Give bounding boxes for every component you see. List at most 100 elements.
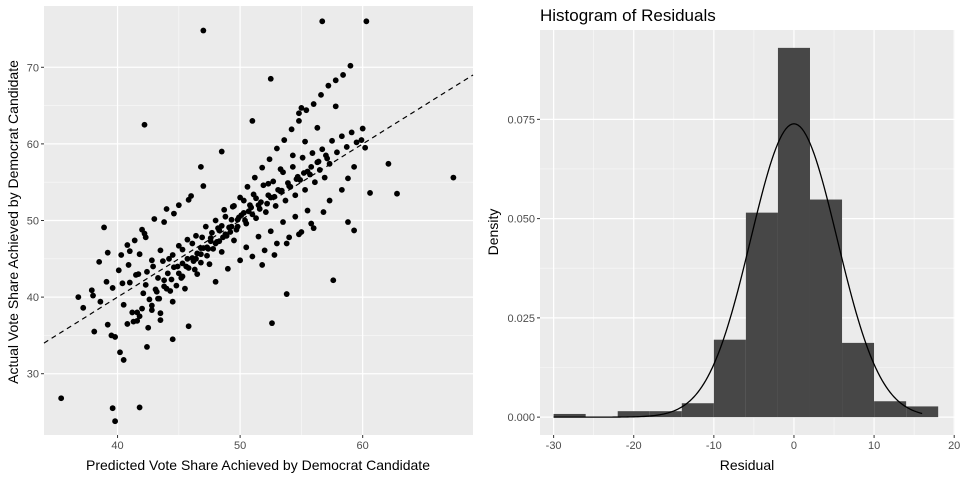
scatter-point	[302, 186, 308, 193]
scatter-point	[75, 294, 82, 301]
scatter-point	[348, 129, 355, 136]
scatter-point	[310, 101, 317, 107]
x-tick-label: 10	[868, 440, 880, 452]
y-tick-label: 0.075	[507, 114, 535, 126]
scatter-point	[304, 207, 311, 214]
scatter-point	[227, 229, 234, 235]
scatter-point	[358, 137, 365, 143]
scatter-point	[112, 418, 118, 425]
scatter-point	[229, 203, 236, 210]
scatter-point	[104, 321, 111, 328]
scatter-point	[253, 195, 259, 202]
scatter-point	[161, 277, 168, 284]
scatter-point	[320, 209, 327, 215]
scatter-point	[298, 104, 305, 111]
scatter-point	[118, 252, 125, 258]
scatter-point	[218, 249, 225, 255]
scatter-point	[249, 253, 256, 260]
y-tick-label: 60	[27, 139, 39, 151]
scatter-point	[338, 186, 345, 193]
scatter-point	[308, 163, 315, 170]
scatter-point	[120, 357, 127, 363]
scatter-point	[273, 240, 280, 247]
scatter-point	[126, 248, 133, 255]
scatter-point	[321, 174, 328, 181]
y-tick-label: 30	[27, 369, 39, 381]
scatter-point	[136, 251, 143, 258]
scatter-point	[157, 317, 164, 323]
scatter-point	[109, 285, 116, 291]
scatter-point	[256, 206, 263, 212]
scatter-point	[258, 199, 264, 206]
histogram-x-axis-label: Residual	[720, 457, 774, 473]
scatter-point	[199, 234, 206, 241]
scatter-point	[215, 225, 221, 232]
y-tick-label: 0.000	[507, 412, 535, 424]
y-tick-label: 50	[27, 216, 39, 228]
scatter-point	[144, 344, 150, 350]
scatter-point	[91, 328, 98, 335]
scatter-point	[296, 231, 302, 238]
scatter-point	[351, 227, 358, 234]
scatter-point	[101, 224, 107, 231]
scatter-point	[175, 242, 182, 249]
scatter-point	[156, 295, 163, 302]
scatter-point	[179, 246, 186, 253]
scatter-point	[299, 154, 306, 161]
scatter-point	[222, 213, 229, 220]
scatter-point	[151, 216, 158, 222]
scatter-point	[237, 257, 244, 264]
scatter-point	[109, 405, 116, 412]
scatter-point	[283, 291, 290, 297]
histogram-x-ticks: -30 -20 -10 0 10 20	[546, 435, 960, 452]
scatter-point	[185, 196, 192, 203]
scatter-point	[166, 255, 172, 262]
scatter-point	[119, 280, 126, 287]
scatter-x-ticks: 40 50 60	[111, 435, 369, 452]
scatter-point	[242, 217, 248, 224]
scatter-point	[202, 223, 209, 230]
scatter-point	[207, 235, 214, 242]
scatter-point	[124, 321, 131, 327]
x-tick-label: -30	[546, 440, 562, 452]
scatter-point	[193, 255, 199, 262]
scatter-point	[175, 202, 182, 209]
scatter-point	[367, 190, 373, 196]
scatter-point	[161, 219, 168, 225]
x-tick-label: 20	[948, 440, 960, 452]
scatter-point	[293, 176, 300, 183]
scatter-point	[282, 197, 289, 204]
scatter-point	[332, 103, 339, 110]
scatter-point	[269, 320, 275, 327]
scatter-point	[124, 242, 131, 248]
scatter-point	[218, 148, 225, 155]
scatter-point	[125, 262, 132, 268]
scatter-point	[277, 166, 284, 173]
scatter-point	[157, 310, 164, 317]
scatter-point	[209, 229, 215, 236]
scatter-point	[271, 252, 278, 258]
scatter-point	[262, 209, 269, 215]
scatter-point	[325, 82, 332, 89]
scatter-point	[140, 290, 147, 297]
scatter-point	[266, 156, 273, 163]
scatter-point	[234, 223, 241, 230]
histogram-bar	[553, 413, 586, 418]
scatter-point	[120, 301, 127, 308]
scatter-point	[159, 258, 166, 265]
scatter-point	[273, 145, 280, 152]
scatter-point	[142, 281, 149, 288]
scatter-point	[148, 307, 155, 314]
scatter-point	[163, 206, 170, 212]
scatter-points	[58, 18, 457, 425]
scatter-point	[171, 210, 177, 217]
scatter-point	[272, 203, 279, 209]
scatter-point	[289, 152, 296, 159]
x-tick-label: -20	[626, 440, 642, 452]
scatter-point	[194, 271, 201, 278]
scatter-point	[363, 18, 370, 25]
scatter-point	[212, 217, 219, 224]
scatter-point	[265, 180, 272, 187]
scatter-point	[267, 228, 274, 235]
scatter-point	[146, 296, 153, 303]
